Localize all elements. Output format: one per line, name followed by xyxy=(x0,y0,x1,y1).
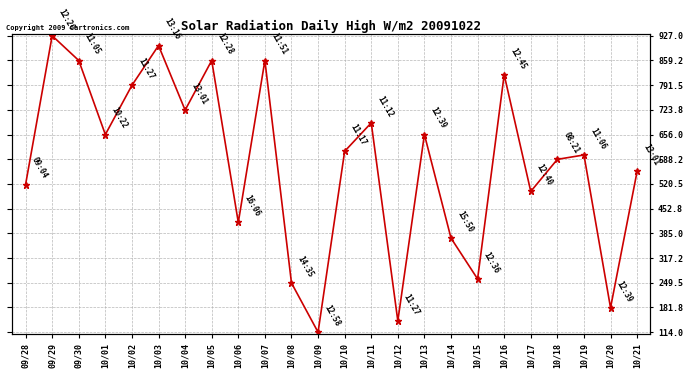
Text: 12:20: 12:20 xyxy=(57,7,76,32)
Text: 08:21: 08:21 xyxy=(562,130,581,155)
Text: 11:06: 11:06 xyxy=(588,126,607,151)
Text: 16:06: 16:06 xyxy=(242,194,262,218)
Text: 11:12: 11:12 xyxy=(375,94,395,119)
Text: Copyright 2009 Cartronics.com: Copyright 2009 Cartronics.com xyxy=(6,24,129,31)
Text: 11:27: 11:27 xyxy=(402,292,422,317)
Text: 12:39: 12:39 xyxy=(428,106,448,130)
Text: 11:17: 11:17 xyxy=(349,123,368,147)
Text: 11:05: 11:05 xyxy=(83,32,102,56)
Text: 12:28: 12:28 xyxy=(216,32,235,56)
Text: 12:58: 12:58 xyxy=(322,303,342,328)
Text: 15:50: 15:50 xyxy=(455,209,475,234)
Text: 11:51: 11:51 xyxy=(269,32,288,56)
Text: 13:01: 13:01 xyxy=(189,81,208,106)
Text: 12:39: 12:39 xyxy=(615,279,634,304)
Text: 12:40: 12:40 xyxy=(535,163,554,187)
Text: 11:27: 11:27 xyxy=(136,57,155,81)
Title: Solar Radiation Daily High W/m2 20091022: Solar Radiation Daily High W/m2 20091022 xyxy=(181,20,482,33)
Text: 10:22: 10:22 xyxy=(110,106,129,130)
Text: 13:16: 13:16 xyxy=(163,17,182,41)
Text: 14:35: 14:35 xyxy=(295,254,315,279)
Text: 12:45: 12:45 xyxy=(509,46,528,70)
Text: 09:04: 09:04 xyxy=(30,156,49,180)
Text: 12:36: 12:36 xyxy=(482,250,501,275)
Text: 13:01: 13:01 xyxy=(641,142,660,167)
